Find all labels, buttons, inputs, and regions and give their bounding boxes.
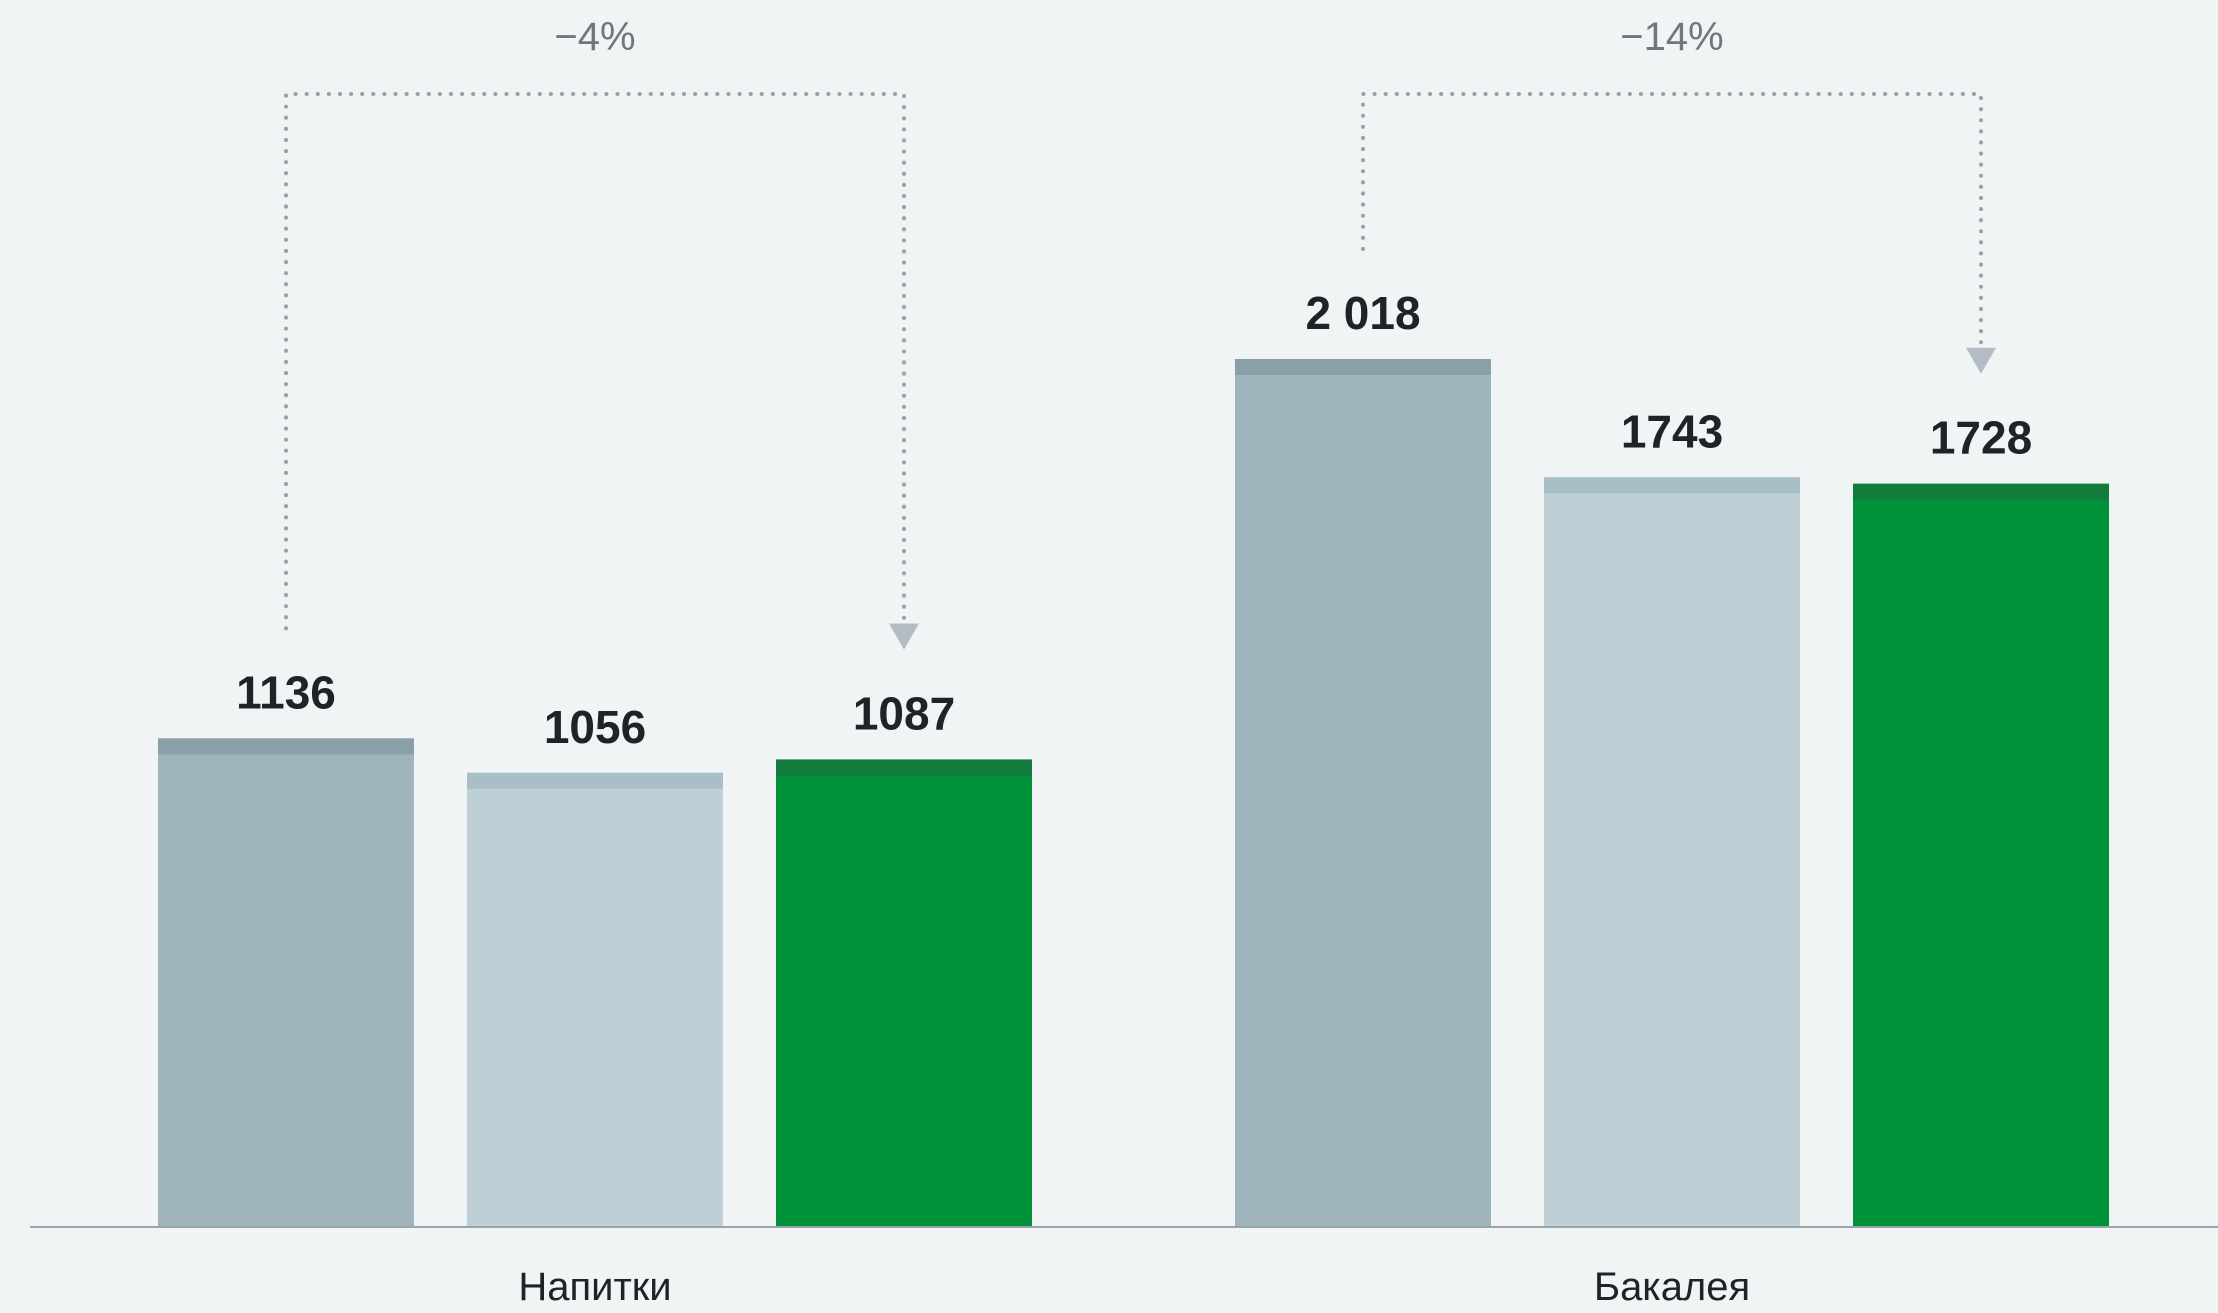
bar-1-2 bbox=[467, 772, 723, 1227]
value-label: 2 018 bbox=[1305, 287, 1420, 339]
change-label: −4% bbox=[554, 15, 635, 59]
bar-cap bbox=[1853, 483, 2109, 500]
arrow-down-icon bbox=[1966, 347, 1996, 374]
bar-cap bbox=[1235, 359, 1491, 375]
bar-cap bbox=[776, 759, 1032, 776]
bars-layer bbox=[158, 359, 2109, 1228]
change-label: −14% bbox=[1620, 15, 1723, 59]
dotted-bracket bbox=[1361, 92, 1983, 350]
bar-1-1 bbox=[158, 738, 414, 1227]
value-label: 1136 bbox=[236, 666, 336, 718]
value-label: 1728 bbox=[1930, 412, 2032, 464]
bar-cap bbox=[1544, 477, 1800, 494]
category-label: Напитки bbox=[518, 1265, 671, 1308]
bar-cap bbox=[467, 772, 723, 789]
category-label: Бакалея bbox=[1594, 1265, 1750, 1308]
bar-2-1 bbox=[1235, 359, 1491, 1227]
value-label: 1743 bbox=[1621, 405, 1723, 457]
value-label: 1087 bbox=[853, 687, 955, 739]
bar-body bbox=[158, 738, 414, 1227]
annotations-layer: −4% −14% bbox=[284, 15, 1996, 650]
bar-body bbox=[467, 772, 723, 1227]
bar-2-3 bbox=[1853, 483, 2109, 1227]
labels-layer: 1136 1056 1087 Напитки 2 018 1743 1728 Бакалея bbox=[236, 287, 2032, 1309]
value-label: 1056 bbox=[544, 701, 646, 753]
change-annotation: −14% bbox=[1361, 15, 1996, 374]
dotted-bracket bbox=[284, 92, 906, 631]
bar-body bbox=[1853, 483, 2109, 1227]
bar-body bbox=[1544, 477, 1800, 1228]
arrow-down-icon bbox=[889, 623, 919, 650]
bar-cap bbox=[158, 738, 414, 755]
bar-body bbox=[776, 759, 1032, 1227]
bar-1-3 bbox=[776, 759, 1032, 1227]
bar-2-2 bbox=[1544, 477, 1800, 1228]
bar-body bbox=[1235, 359, 1491, 1227]
change-annotation: −4% bbox=[284, 15, 919, 650]
